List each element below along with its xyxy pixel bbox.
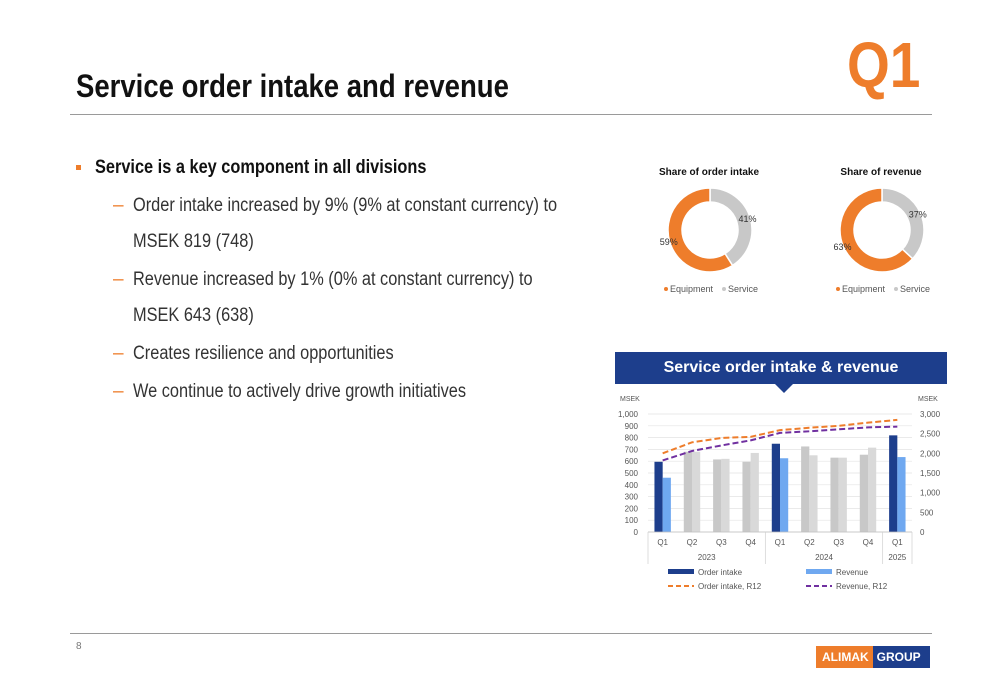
donut-slice-equipment <box>667 187 734 273</box>
bar-order-intake <box>889 435 898 532</box>
bar-revenue <box>838 457 847 532</box>
legend-marker-service <box>722 287 726 291</box>
order-intake-share-title: Share of order intake <box>658 167 760 178</box>
header-divider <box>70 114 932 115</box>
bar-revenue <box>721 458 730 532</box>
y-tick-label: 600 <box>625 457 639 466</box>
x-tick-label: Q2 <box>687 538 698 547</box>
left-axis-unit: MSEK <box>620 396 640 403</box>
sub-bullet-growth: – We continue to actively drive growth i… <box>76 374 576 410</box>
bar-revenue <box>692 451 701 532</box>
legend-label-equipment: Equipment <box>670 284 714 294</box>
legend-label: Revenue, R12 <box>836 582 888 591</box>
bar-order-intake <box>859 454 868 532</box>
y-tick-label: 300 <box>625 493 639 502</box>
revenue-share-donut: 37% 63% Equipment Service <box>834 187 930 294</box>
right-axis-unit: MSEK <box>918 396 938 403</box>
x-tick-label: Q1 <box>775 538 786 547</box>
dash-icon: – <box>113 269 124 290</box>
dash-icon: – <box>113 343 124 364</box>
bar-order-intake <box>683 451 692 532</box>
y-tick-label: 0 <box>634 528 639 537</box>
year-label: 2025 <box>888 553 906 562</box>
sub-bullet-order-intake: – Order intake increased by 9% (9% at co… <box>76 188 576 260</box>
donut-slice-equipment <box>839 187 914 273</box>
y2-tick-label: 500 <box>920 508 934 517</box>
bar-revenue <box>897 457 906 532</box>
sub-bullet-resilience: – Creates resilience and opportunities <box>76 336 576 372</box>
legend-label: Order intake, R12 <box>698 582 762 591</box>
y2-tick-label: 1,500 <box>920 469 941 478</box>
service-combo-chart: MSEK MSEK 0 100 200 300 400 500 600 700 800 900 1,00… <box>618 396 941 591</box>
donut-value-label: 37% <box>909 210 927 220</box>
year-label: 2023 <box>698 553 716 562</box>
donut-value-label: 59% <box>660 237 678 247</box>
alimak-group-logo: ALIMAK GROUP <box>816 646 930 668</box>
y-tick-label: 200 <box>625 504 639 513</box>
banner-pointer <box>775 384 793 393</box>
y2-tick-label: 1,000 <box>920 489 941 498</box>
page-number: 8 <box>76 641 82 652</box>
bar-revenue <box>662 477 671 532</box>
line-revenue-r12 <box>662 425 898 462</box>
bar-order-intake <box>654 461 663 532</box>
legend-label-equipment: Equipment <box>842 284 886 294</box>
donut-slice-service <box>881 187 925 260</box>
legend-swatch <box>668 569 694 574</box>
bar-order-intake <box>742 461 751 532</box>
bullet-square-icon <box>76 165 81 170</box>
y2-tick-label: 3,000 <box>920 410 941 419</box>
x-tick-label: Q1 <box>657 538 668 547</box>
legend-label-service: Service <box>900 284 930 294</box>
x-tick-label: Q1 <box>892 538 903 547</box>
x-tick-label: Q4 <box>745 538 756 547</box>
legend-swatch <box>806 569 832 574</box>
legend-marker-service <box>894 287 898 291</box>
bar-order-intake <box>801 446 810 532</box>
donut-value-label: 41% <box>738 214 756 224</box>
y-tick-label: 400 <box>625 481 639 490</box>
x-tick-label: Q4 <box>863 538 874 547</box>
year-label: 2024 <box>815 553 833 562</box>
bullet-list: Service is a key component in all divisi… <box>76 150 576 410</box>
bar-revenue <box>750 452 759 532</box>
footer-divider <box>70 633 932 634</box>
donut-slice-service <box>709 187 753 267</box>
quarter-badge: Q1 <box>846 29 920 101</box>
bar-revenue <box>780 458 789 532</box>
x-tick-label: Q3 <box>716 538 727 547</box>
y-tick-label: 900 <box>625 422 639 431</box>
x-tick-label: Q3 <box>833 538 844 547</box>
legend-marker-equipment <box>664 287 668 291</box>
bar-revenue <box>868 447 877 532</box>
chart-banner: Service order intake & revenue <box>615 352 947 384</box>
x-tick-label: Q2 <box>804 538 815 547</box>
slide-title: Service order intake and revenue <box>76 68 509 104</box>
y2-tick-label: 0 <box>920 528 925 537</box>
legend-label-service: Service <box>728 284 758 294</box>
revenue-share-title: Share of revenue <box>840 167 922 178</box>
dash-icon: – <box>113 195 124 216</box>
legend-marker-equipment <box>836 287 840 291</box>
y2-tick-label: 2,500 <box>920 430 941 439</box>
y-tick-label: 100 <box>625 516 639 525</box>
donut-value-label: 63% <box>834 242 852 252</box>
order-intake-share-donut: 41% 59% Equipment Service <box>660 187 758 294</box>
y2-tick-label: 2,000 <box>920 449 941 458</box>
line-order-intake-r12 <box>662 418 898 455</box>
bar-order-intake <box>713 459 722 532</box>
y-tick-label: 500 <box>625 469 639 478</box>
dash-icon: – <box>113 381 124 402</box>
y-tick-label: 800 <box>625 434 639 443</box>
bar-revenue <box>809 455 818 532</box>
bar-order-intake <box>830 457 839 532</box>
y-tick-label: 1,000 <box>618 410 639 419</box>
y-tick-label: 700 <box>625 445 639 454</box>
legend-label: Revenue <box>836 568 869 577</box>
sub-bullet-revenue: – Revenue increased by 1% (0% at constan… <box>76 262 576 334</box>
main-bullet: Service is a key component in all divisi… <box>76 150 576 186</box>
legend-label: Order intake <box>698 568 743 577</box>
bar-order-intake <box>771 443 780 532</box>
